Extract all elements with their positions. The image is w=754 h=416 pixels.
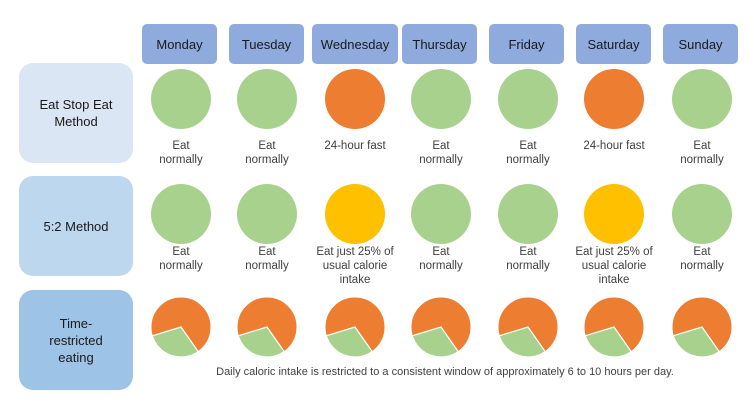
pie-wednesday (324, 296, 386, 358)
pie-eating-slice (237, 326, 286, 358)
day-label-saturday: 24-hour fast (583, 140, 645, 152)
day-circle-thursday-normal (411, 184, 471, 244)
day-label-thursday: Eat normally (419, 246, 463, 272)
time-restricted-note: Daily caloric intake is restricted to a … (216, 366, 674, 378)
day-header-sunday: Sunday (663, 24, 738, 64)
day-circle-sunday-normal (672, 69, 732, 129)
pie-eating-slice (325, 326, 374, 358)
pie-monday (150, 296, 212, 358)
day-label-friday: Eat normally (506, 246, 550, 272)
day-label-wednesday: 24-hour fast (324, 140, 386, 152)
pie-thursday (410, 296, 472, 358)
pie-eating-slice (411, 326, 460, 358)
pie-eating-slice (151, 326, 200, 358)
day-circle-monday-normal (151, 69, 211, 129)
day-circle-tuesday-normal (237, 184, 297, 244)
day-header-friday: Friday (489, 24, 564, 64)
day-label-wednesday: Eat just 25% of usual calorie intake (316, 246, 394, 286)
day-header-thursday: Thursday (402, 24, 477, 64)
day-label-friday: Eat normally (506, 140, 550, 166)
day-header-tuesday: Tuesday (229, 24, 304, 64)
method-eat-stop-eat: Eat Stop Eat Method (19, 63, 133, 163)
day-circle-sunday-normal (672, 184, 732, 244)
pie-tuesday (236, 296, 298, 358)
day-circle-friday-normal (498, 184, 558, 244)
day-label-saturday: Eat just 25% of usual calorie intake (575, 246, 653, 286)
method-label: 5:2 Method (43, 218, 109, 234)
pie-sunday (671, 296, 733, 358)
day-label-thursday: Eat normally (419, 140, 463, 166)
day-label-sunday: Eat normally (680, 140, 724, 166)
method-5-2: 5:2 Method (19, 176, 133, 276)
day-header-saturday: Saturday (576, 24, 651, 64)
pie-saturday (583, 296, 645, 358)
day-circle-saturday-fast (584, 69, 644, 129)
day-circle-tuesday-normal (237, 69, 297, 129)
day-label-monday: Eat normally (159, 140, 203, 166)
day-circle-saturday-reduced (584, 184, 644, 244)
pie-eating-slice (584, 326, 633, 358)
day-label-tuesday: Eat normally (245, 246, 289, 272)
day-label-monday: Eat normally (159, 246, 203, 272)
day-circle-wednesday-reduced (325, 184, 385, 244)
day-header-wednesday: Wednesday (312, 24, 398, 64)
day-label-sunday: Eat normally (680, 246, 724, 272)
day-circle-monday-normal (151, 184, 211, 244)
method-label: Time-restricted eating (49, 315, 103, 365)
method-time-restricted: Time-restricted eating (19, 290, 133, 390)
pie-eating-slice (672, 326, 721, 358)
pie-friday (497, 296, 559, 358)
day-label-tuesday: Eat normally (245, 140, 289, 166)
pie-eating-slice (498, 326, 547, 358)
day-circle-friday-normal (498, 69, 558, 129)
method-label: Eat Stop Eat Method (39, 97, 113, 129)
day-circle-thursday-normal (411, 69, 471, 129)
day-header-monday: Monday (142, 24, 217, 64)
day-circle-wednesday-fast (325, 69, 385, 129)
